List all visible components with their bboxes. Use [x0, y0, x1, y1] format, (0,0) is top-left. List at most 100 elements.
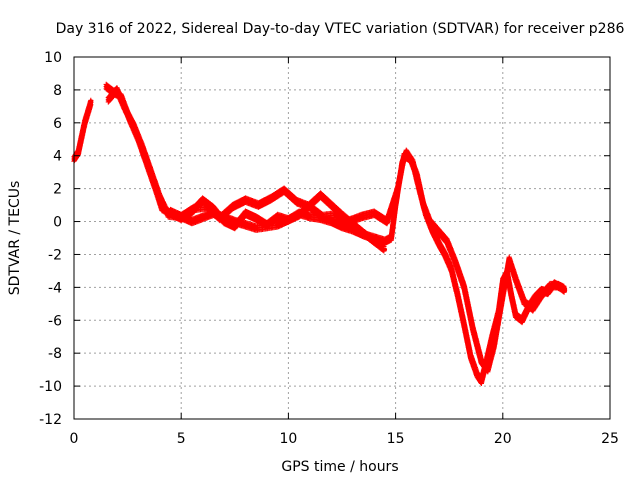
data-point: [414, 173, 420, 178]
data-point: [157, 194, 162, 200]
data-point: [507, 257, 512, 262]
data-point: [479, 378, 484, 384]
data-point: [519, 318, 525, 323]
x-tick-label: 0: [70, 431, 79, 447]
y-tick-label: -4: [48, 280, 62, 296]
data-point: [500, 293, 505, 298]
data-point: [82, 120, 87, 126]
data-point: [339, 224, 345, 229]
y-tick-label: 6: [53, 116, 62, 132]
x-tick-label: 5: [177, 431, 186, 447]
data-point: [243, 211, 248, 216]
data-point: [556, 283, 561, 288]
data-point: [444, 239, 450, 244]
x-tick-label: 25: [601, 431, 619, 447]
data-point: [254, 225, 259, 231]
data-point: [513, 313, 518, 318]
data-point: [453, 260, 458, 265]
data-point: [230, 204, 235, 209]
data-point: [294, 199, 300, 204]
y-tick-label: 0: [53, 215, 62, 231]
data-point: [211, 211, 216, 216]
data-point: [474, 372, 480, 377]
data-point: [339, 212, 345, 218]
data-point: [462, 285, 467, 290]
series-p286-d: [167, 190, 388, 254]
data-point: [371, 211, 377, 216]
data-point: [513, 276, 518, 282]
y-tick-label: -6: [48, 313, 62, 329]
data-point: [562, 286, 568, 292]
data-point: [106, 97, 111, 102]
data-point: [256, 202, 261, 208]
data-point: [389, 235, 394, 241]
data-point: [522, 299, 527, 305]
data-point: [468, 354, 473, 359]
data-point: [509, 293, 514, 298]
series-p286-a: [71, 97, 94, 164]
series-markers: [71, 97, 94, 164]
x-tick-label: 15: [387, 431, 405, 447]
y-axis-label: SDTVAR / TECUs: [7, 181, 23, 296]
data-point: [275, 214, 280, 219]
data-point: [76, 150, 81, 155]
data-point: [436, 240, 441, 246]
data-point: [401, 153, 407, 158]
data-point: [318, 193, 323, 198]
data-point: [320, 214, 325, 219]
data-point: [275, 222, 280, 228]
data-point: [455, 293, 460, 298]
data-point: [329, 219, 334, 224]
plot-frame: [73, 56, 611, 420]
y-tick-label: 4: [53, 149, 62, 165]
data-point: [204, 204, 210, 209]
data-point: [485, 367, 490, 372]
data-point: [530, 306, 536, 311]
data-point: [470, 326, 475, 331]
data-point: [307, 214, 313, 219]
data-point: [140, 145, 145, 150]
data-point: [382, 239, 388, 244]
y-tick-label: -12: [39, 412, 62, 428]
data-point: [200, 197, 205, 203]
x-tick-label: 20: [494, 431, 512, 447]
x-tick-label: 10: [279, 431, 297, 447]
data-point: [281, 188, 287, 193]
data-point: [103, 84, 109, 89]
data-point: [168, 209, 173, 214]
y-tick-label: 8: [53, 83, 62, 99]
data-point: [427, 219, 433, 224]
data-point: [479, 359, 484, 364]
data-point: [449, 267, 454, 272]
data-point: [191, 206, 197, 211]
x-axis-label: GPS time / hours: [281, 459, 398, 475]
data-point: [382, 247, 388, 252]
y-tick-label: 10: [44, 50, 62, 66]
series-markers: [105, 85, 567, 375]
data-point: [539, 293, 544, 298]
tick-labels: 0 5 10 15 20 25 -12 -10 -8 -6 -4 -2 0 2 4 6 8 10: [39, 50, 619, 447]
data-point: [408, 156, 413, 162]
chart-title: Day 316 of 2022, Sidereal Day-to-day VTE…: [56, 21, 625, 37]
data-points: [71, 81, 568, 386]
data-point: [189, 219, 195, 224]
tick-marks: [73, 56, 611, 420]
data-point: [442, 252, 448, 257]
data-point: [131, 123, 137, 129]
data-point: [243, 197, 248, 203]
data-point: [114, 87, 120, 93]
data-point: [123, 107, 128, 112]
data-point: [492, 342, 497, 348]
data-point: [436, 229, 441, 234]
y-tick-label: 2: [53, 182, 62, 198]
data-point: [384, 219, 390, 224]
data-point: [462, 323, 467, 328]
data-point: [395, 186, 400, 191]
data-point: [88, 99, 94, 104]
data-point: [547, 283, 553, 288]
data-point: [269, 196, 274, 201]
series-p286-c: [105, 85, 568, 375]
data-point: [148, 169, 154, 175]
grid: [74, 57, 610, 419]
